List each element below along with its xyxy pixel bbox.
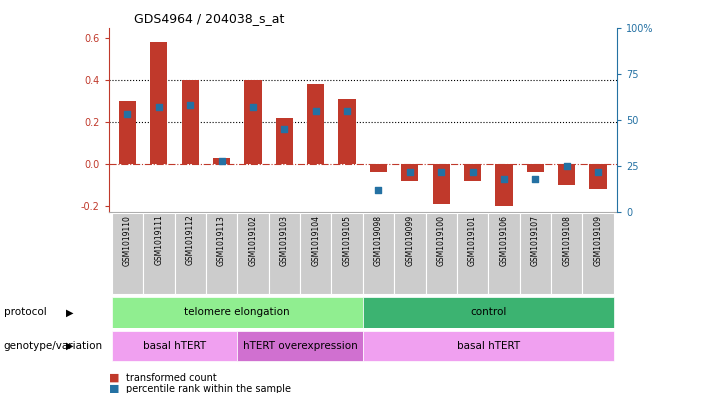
Text: GSM1019104: GSM1019104 — [311, 215, 320, 266]
FancyBboxPatch shape — [111, 331, 237, 361]
Point — [404, 169, 416, 175]
Bar — [558, 164, 576, 185]
Text: GSM1019108: GSM1019108 — [562, 215, 571, 266]
Bar — [245, 80, 261, 164]
FancyBboxPatch shape — [332, 213, 363, 294]
Bar — [496, 164, 512, 206]
FancyBboxPatch shape — [237, 213, 268, 294]
FancyBboxPatch shape — [426, 213, 457, 294]
Text: GSM1019109: GSM1019109 — [594, 215, 603, 266]
Text: GSM1019107: GSM1019107 — [531, 215, 540, 266]
Point — [279, 126, 290, 132]
Bar — [150, 42, 168, 164]
Point — [530, 176, 541, 182]
FancyBboxPatch shape — [583, 213, 614, 294]
Bar — [307, 84, 325, 164]
Text: telomere elongation: telomere elongation — [184, 307, 290, 318]
Text: GSM1019099: GSM1019099 — [405, 215, 414, 266]
Bar — [433, 164, 450, 204]
Text: basal hTERT: basal hTERT — [143, 341, 206, 351]
Bar — [370, 164, 387, 173]
Text: GSM1019098: GSM1019098 — [374, 215, 383, 266]
Text: GSM1019111: GSM1019111 — [154, 215, 163, 265]
Text: GSM1019113: GSM1019113 — [217, 215, 226, 266]
Text: basal hTERT: basal hTERT — [456, 341, 520, 351]
Text: GSM1019103: GSM1019103 — [280, 215, 289, 266]
Point — [247, 104, 259, 110]
Text: control: control — [470, 307, 506, 318]
Text: genotype/variation: genotype/variation — [4, 341, 102, 351]
Text: GSM1019105: GSM1019105 — [343, 215, 352, 266]
FancyBboxPatch shape — [457, 213, 489, 294]
FancyBboxPatch shape — [237, 331, 363, 361]
FancyBboxPatch shape — [175, 213, 206, 294]
Text: protocol: protocol — [4, 307, 46, 318]
Bar — [339, 99, 355, 164]
Point — [467, 169, 478, 175]
FancyBboxPatch shape — [111, 298, 363, 327]
FancyBboxPatch shape — [143, 213, 175, 294]
Text: GSM1019106: GSM1019106 — [499, 215, 508, 266]
Bar — [464, 164, 481, 181]
Text: hTERT overexpression: hTERT overexpression — [243, 341, 358, 351]
FancyBboxPatch shape — [489, 213, 519, 294]
Point — [341, 107, 353, 114]
Point — [592, 169, 604, 175]
FancyBboxPatch shape — [363, 298, 614, 327]
Text: ■: ■ — [109, 384, 119, 393]
Point — [154, 104, 165, 110]
Point — [184, 102, 196, 108]
Text: percentile rank within the sample: percentile rank within the sample — [126, 384, 291, 393]
Text: ▶: ▶ — [67, 307, 74, 318]
Point — [122, 111, 133, 118]
FancyBboxPatch shape — [519, 213, 551, 294]
FancyBboxPatch shape — [300, 213, 332, 294]
FancyBboxPatch shape — [551, 213, 583, 294]
Point — [561, 163, 572, 169]
FancyBboxPatch shape — [111, 213, 143, 294]
Bar — [182, 80, 199, 164]
FancyBboxPatch shape — [363, 213, 394, 294]
Bar — [119, 101, 136, 164]
Bar — [213, 158, 230, 164]
Text: GDS4964 / 204038_s_at: GDS4964 / 204038_s_at — [134, 12, 285, 25]
FancyBboxPatch shape — [206, 213, 237, 294]
Bar — [401, 164, 418, 181]
Text: GSM1019102: GSM1019102 — [248, 215, 257, 266]
Point — [498, 176, 510, 182]
Text: ■: ■ — [109, 373, 119, 383]
FancyBboxPatch shape — [363, 331, 614, 361]
Text: GSM1019101: GSM1019101 — [468, 215, 477, 266]
FancyBboxPatch shape — [268, 213, 300, 294]
Text: ▶: ▶ — [67, 341, 74, 351]
Point — [216, 157, 227, 163]
Bar — [590, 164, 606, 189]
Text: GSM1019110: GSM1019110 — [123, 215, 132, 266]
Text: GSM1019100: GSM1019100 — [437, 215, 446, 266]
Point — [373, 187, 384, 193]
Point — [310, 107, 321, 114]
Text: transformed count: transformed count — [126, 373, 217, 383]
Bar — [275, 118, 293, 164]
Text: GSM1019112: GSM1019112 — [186, 215, 195, 265]
Bar — [526, 164, 544, 173]
FancyBboxPatch shape — [394, 213, 426, 294]
Point — [435, 169, 447, 175]
